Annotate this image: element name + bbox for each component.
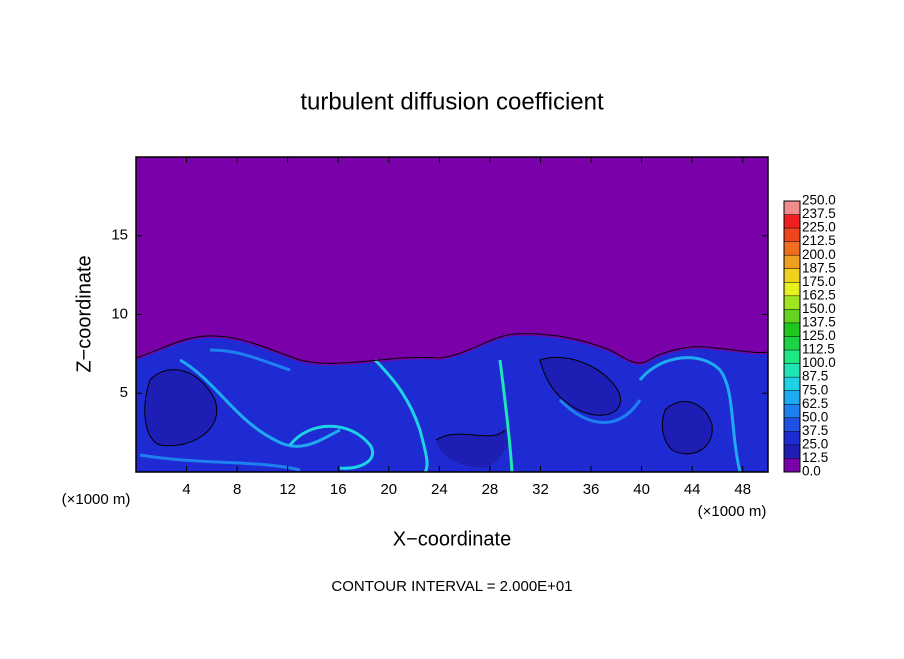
colorbar-label: 175.0 xyxy=(802,274,836,289)
field-region xyxy=(662,401,713,454)
y-tick-label: 15 xyxy=(111,227,128,244)
colorbar-label: 87.5 xyxy=(802,369,828,384)
x-tick-label: 32 xyxy=(532,481,549,498)
colorbar-band xyxy=(784,201,800,215)
colorbar-band xyxy=(784,322,800,337)
colorbar-label: 162.5 xyxy=(802,287,836,302)
colorbar-band xyxy=(784,309,800,323)
x-tick-label: 16 xyxy=(330,481,347,498)
x-tick-label: 24 xyxy=(431,481,448,498)
colorbar-band xyxy=(784,228,800,242)
y-axis: 5 10 15 xyxy=(111,227,768,401)
y-tick-label: 10 xyxy=(111,305,128,322)
x-tick-label: 48 xyxy=(734,481,751,498)
x-tick-label: 40 xyxy=(633,481,650,498)
colorbar-band xyxy=(784,268,800,283)
x-axis-title: X−coordinate xyxy=(393,528,511,550)
colorbar-band xyxy=(784,282,800,296)
colorbar-band xyxy=(784,458,800,472)
field xyxy=(135,333,769,473)
colorbar-band xyxy=(784,214,800,229)
field-region xyxy=(144,369,217,446)
colorbar-band xyxy=(784,444,800,459)
x-tick-label: 28 xyxy=(482,481,499,498)
field-region xyxy=(436,427,511,469)
x-tick-label: 44 xyxy=(684,481,701,498)
colorbar-label: 187.5 xyxy=(802,260,836,275)
colorbar-label: 137.5 xyxy=(802,315,836,330)
colorbar-label: 37.5 xyxy=(802,423,828,438)
x-axis: 4 8 12 16 20 24 28 32 36 40 44 48 xyxy=(182,157,751,498)
x-tick-label: 20 xyxy=(380,481,397,498)
y-tick-label: 5 xyxy=(120,384,128,401)
colorbar-label: 225.0 xyxy=(802,220,836,235)
x-tick-label: 36 xyxy=(583,481,600,498)
colorbar-band xyxy=(784,404,800,418)
colorbar-label: 50.0 xyxy=(802,409,828,424)
contour-lines xyxy=(135,333,769,455)
chart-title: turbulent diffusion coefficient xyxy=(300,88,604,115)
field-region xyxy=(136,335,768,472)
colorbar-label: 100.0 xyxy=(802,355,836,370)
colorbar-label: 0.0 xyxy=(802,464,821,479)
colorbar-label: 75.0 xyxy=(802,382,828,397)
colorbar-band xyxy=(784,295,800,310)
colorbar-band xyxy=(784,255,800,269)
colorbar-label: 112.5 xyxy=(802,342,835,357)
colorbar-band xyxy=(784,336,800,351)
colorbar-label: 150.0 xyxy=(802,301,836,316)
colorbar-label: 212.5 xyxy=(802,233,836,248)
colorbar-label: 200.0 xyxy=(802,247,836,262)
colorbar-band xyxy=(784,350,800,364)
colorbar: 0.012.525.037.550.062.575.087.5100.0112.… xyxy=(783,193,836,479)
colorbar-label: 250.0 xyxy=(802,193,836,208)
colorbar-label: 237.5 xyxy=(802,206,836,221)
y-axis-title: Z−coordinate xyxy=(73,255,95,372)
colorbar-band xyxy=(784,241,800,256)
colorbar-label: 25.0 xyxy=(802,436,828,451)
colorbar-label: 125.0 xyxy=(802,328,836,343)
x-tick-label: 12 xyxy=(279,481,296,498)
colorbar-band xyxy=(784,431,800,445)
colorbar-label: 12.5 xyxy=(802,450,828,465)
colorbar-band xyxy=(784,363,800,378)
colorbar-label: 62.5 xyxy=(802,396,828,411)
colorbar-band xyxy=(784,390,800,405)
x-tick-label: 8 xyxy=(233,481,241,498)
x-unit-label: (×1000 m) xyxy=(62,491,131,508)
x-unit-label: (×1000 m) xyxy=(698,503,767,520)
colorbar-band xyxy=(784,417,800,432)
field-streaks xyxy=(139,348,742,473)
x-tick-label: 4 xyxy=(182,481,190,498)
colorbar-band xyxy=(784,377,800,391)
contour-interval: CONTOUR INTERVAL = 2.000E+01 xyxy=(331,578,572,595)
